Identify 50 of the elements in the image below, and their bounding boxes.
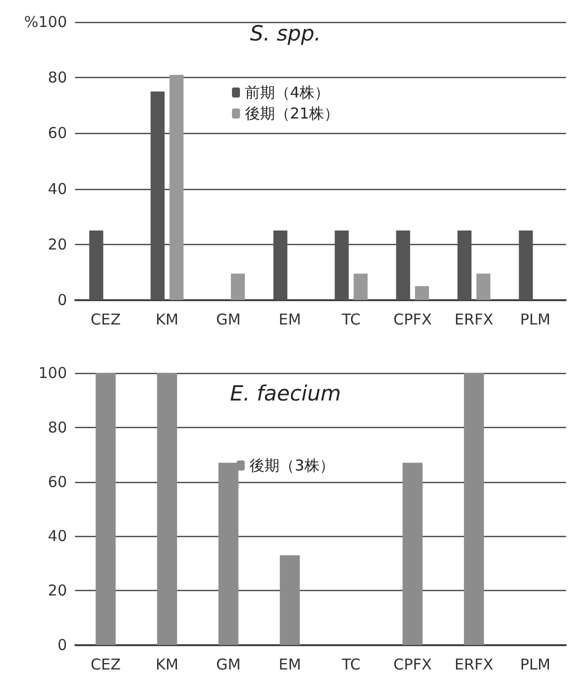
chart-title: S. spp.: [250, 22, 321, 46]
x-tick-label: EM: [278, 310, 302, 328]
y-tick-label: 40: [48, 180, 67, 198]
x-tick-label: KM: [156, 656, 178, 674]
x-tick-label: ERFX: [454, 656, 494, 674]
x-tick-label: GM: [216, 656, 241, 674]
y-tick-label: 20: [48, 582, 67, 600]
bar: [402, 462, 423, 645]
legend-label: 前期（4株）: [244, 84, 330, 102]
x-tick-label: EM: [278, 656, 302, 674]
x-tick-label: CPFX: [393, 656, 432, 674]
x-tick-label: PLM: [520, 656, 550, 674]
bar: [354, 274, 368, 300]
bar: [476, 274, 490, 300]
y-tick-label: 0: [57, 291, 67, 309]
bar: [150, 92, 165, 300]
x-tick-label: GM: [216, 310, 241, 328]
bar: [170, 74, 184, 300]
y-tick-label: 80: [48, 68, 67, 87]
legend-label: 後期（3株）: [250, 456, 334, 474]
bar: [518, 230, 533, 300]
bar: [273, 230, 288, 300]
y-tick-label: %100: [24, 13, 67, 31]
y-tick-label: 80: [48, 418, 67, 436]
legend-label: 後期（21株）: [244, 104, 340, 122]
bar: [464, 373, 484, 645]
bar: [334, 230, 349, 300]
bar: [230, 274, 245, 300]
bar: [96, 373, 116, 645]
x-tick-label: KM: [156, 310, 178, 328]
x-tick-label: ERFX: [454, 310, 494, 328]
x-tick-label: TC: [340, 656, 361, 674]
x-tick-label: PLM: [520, 310, 550, 328]
bar: [415, 286, 430, 300]
bar: [457, 230, 472, 300]
y-tick-label: 60: [48, 124, 67, 142]
y-tick-label: 60: [48, 472, 67, 491]
y-tick-label: 20: [48, 235, 67, 254]
x-tick-label: CEZ: [90, 656, 121, 674]
bar: [280, 555, 300, 645]
x-tick-label: CPFX: [393, 310, 432, 328]
x-tick-label: CEZ: [90, 310, 121, 328]
chart-title: E. faecium: [230, 382, 341, 406]
bar: [396, 230, 410, 300]
y-tick-label: 0: [57, 636, 67, 654]
y-tick-label: 40: [48, 527, 67, 546]
y-tick-label: 100: [38, 364, 67, 382]
bar: [157, 373, 178, 645]
bar: [89, 230, 104, 300]
x-tick-label: TC: [340, 310, 361, 328]
